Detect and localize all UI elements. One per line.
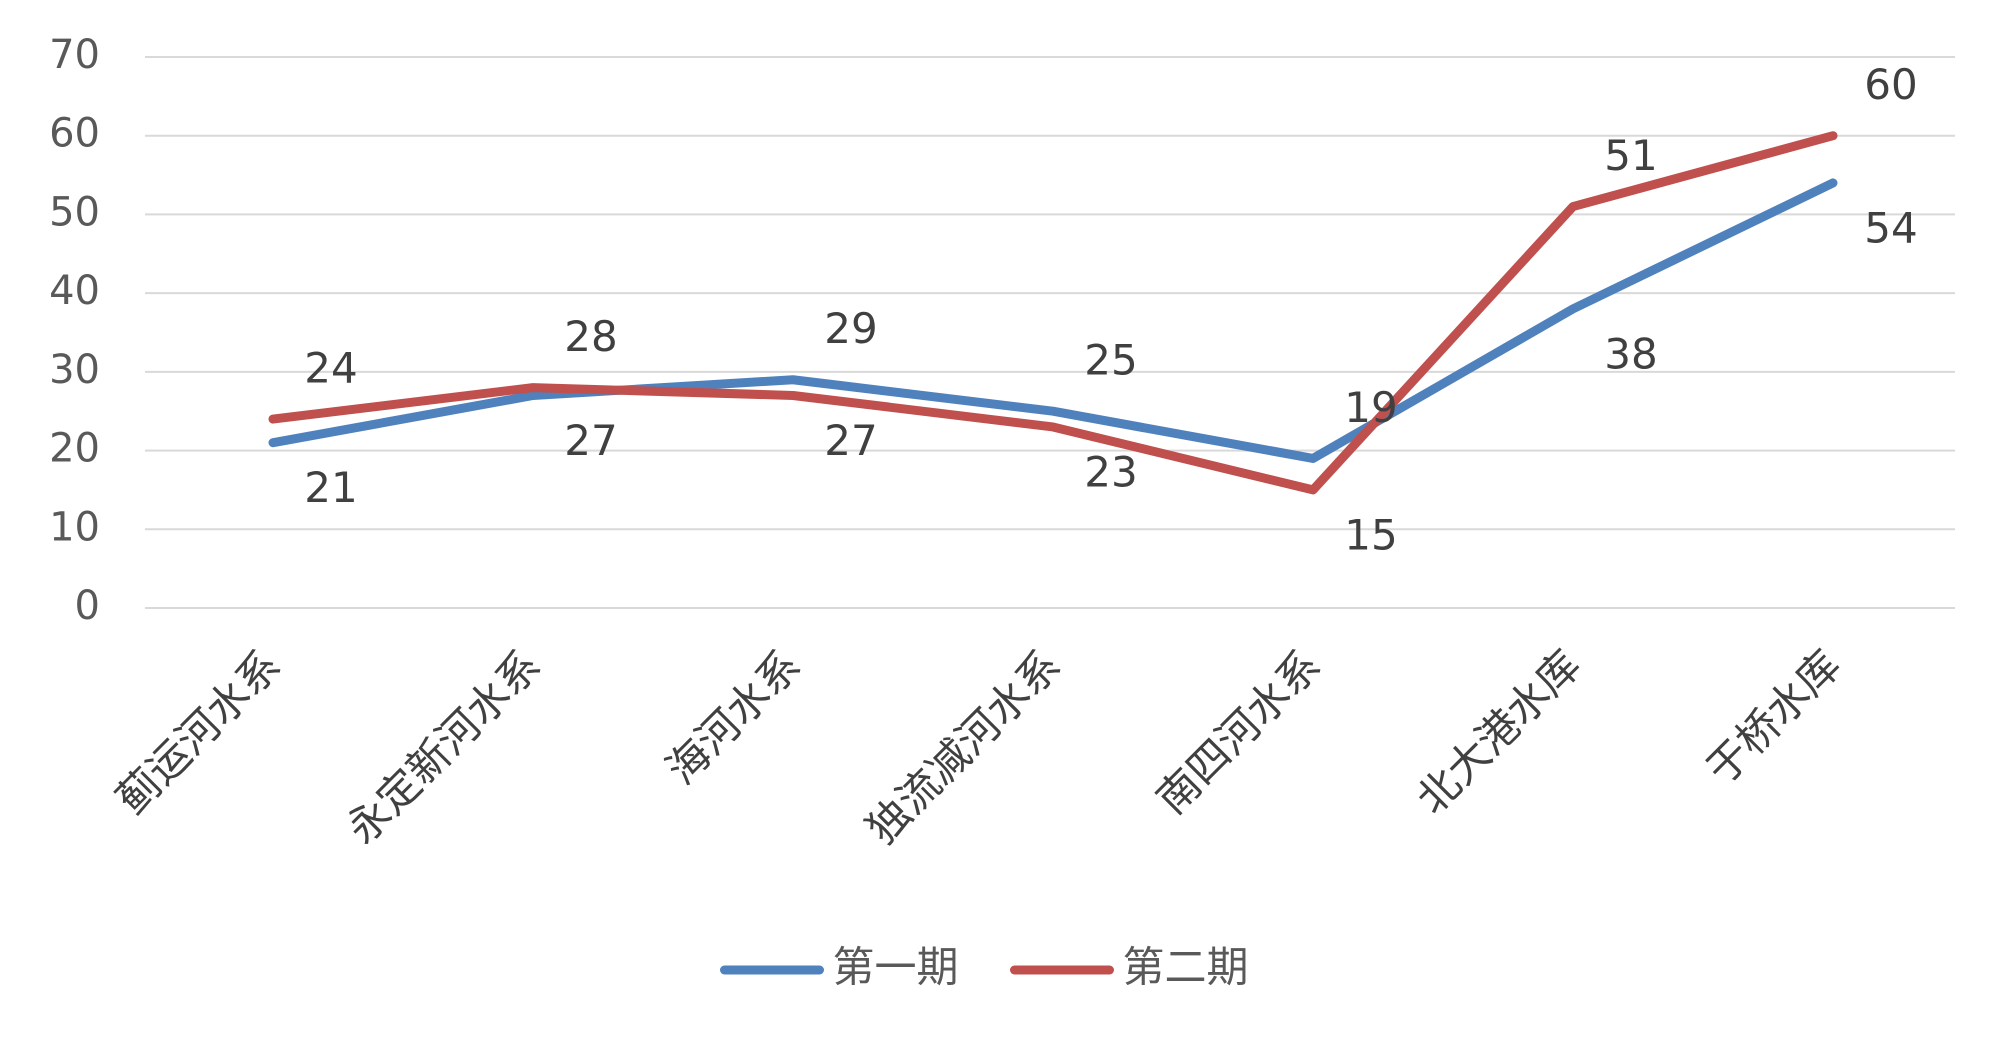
data-label: 25 [1084,336,1137,385]
x-tick-label: 海河水系 [657,640,810,793]
data-label: 51 [1604,131,1657,180]
data-labels: 21 24 27 28 29 27 25 23 19 15 38 51 54 60 [304,60,1917,559]
legend-item-1[interactable]: 第一期 [720,943,959,992]
y-tick-label: 70 [49,32,100,78]
data-label: 38 [1604,329,1657,378]
x-tick-label: 南四河水系 [1147,640,1330,823]
y-tick-label: 10 [49,504,100,550]
grid-layer [145,56,1955,609]
legend-label: 第一期 [833,943,959,992]
data-label: 21 [304,463,357,512]
series-layer [268,131,1838,495]
y-tick-label: 30 [49,347,100,393]
data-label: 27 [824,416,877,465]
data-label: 19 [1344,383,1397,432]
data-label: 23 [1084,447,1137,496]
data-label: 60 [1864,60,1917,109]
legend-item-2[interactable]: 第二期 [1010,943,1249,992]
data-label: 29 [824,304,877,353]
series-line-2 [268,131,1838,495]
legend[interactable]: 第一期 第二期 [720,943,1249,992]
x-tick-label: 北大港水库 [1407,640,1590,823]
y-tick-label: 60 [49,111,100,157]
data-label: 54 [1864,203,1917,252]
data-label: 27 [564,416,617,465]
y-tick-label: 0 [75,583,100,629]
data-label: 24 [304,344,357,393]
x-tick-label: 于桥水库 [1697,640,1850,793]
series-line-1 [268,178,1838,463]
data-label: 28 [564,312,617,361]
x-tick-label: 永定新河水系 [337,640,550,853]
y-tick-label: 20 [49,426,100,472]
data-label: 15 [1344,510,1397,559]
x-tick-label: 独流减河水系 [857,640,1070,853]
y-tick-label: 50 [49,189,100,235]
x-axis-ticks: 蓟运河水系 永定新河水系 海河水系 独流减河水系 南四河水系 北大港水库 于桥水库 [107,640,1850,853]
legend-label: 第二期 [1123,943,1249,992]
y-tick-label: 40 [49,268,100,314]
x-tick-label: 蓟运河水系 [107,640,290,823]
y-axis-ticks: 0 10 20 30 40 50 60 70 [49,32,100,629]
